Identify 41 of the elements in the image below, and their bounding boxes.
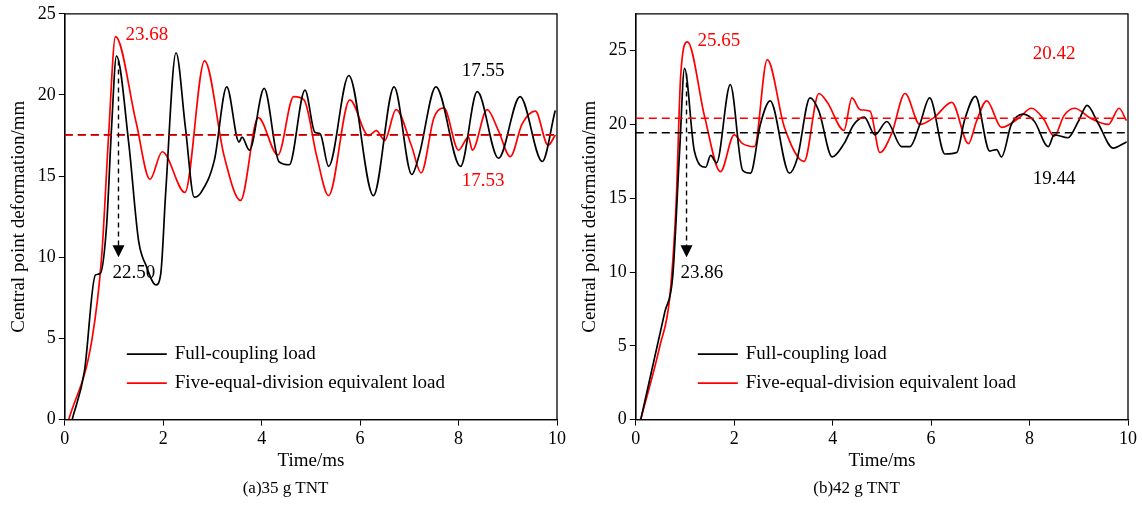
ref-line-label: 20.42	[1032, 42, 1076, 64]
x-axis-title: Time/ms	[277, 448, 345, 470]
text: (b)42 g TNT	[812, 478, 901, 498]
ref-line-label: 19.44	[1032, 166, 1077, 188]
y-tick-label: 10	[37, 246, 56, 267]
x-tick-label: 2	[729, 428, 739, 449]
legend-label: Five-equal-division equivalent load	[745, 371, 1017, 393]
x-axis-title: Time/ms	[848, 448, 916, 470]
x-tick-label: 8	[454, 428, 464, 449]
y-tick-label: 5	[46, 327, 56, 348]
y-axis-title: Central point deformation/mm	[578, 100, 600, 333]
x-tick-label: 6	[355, 428, 365, 449]
y-tick-label: 0	[46, 408, 56, 429]
ref-line-label: 17.55	[461, 58, 505, 80]
ref-line-label: 17.53	[461, 169, 505, 191]
legend-label: Five-equal-division equivalent load	[174, 371, 446, 393]
x-tick-label: 0	[631, 428, 641, 449]
x-tick-label: 4	[828, 428, 838, 449]
x-tick-label: 0	[60, 428, 70, 449]
y-tick-label: 25	[37, 2, 56, 23]
legend-label: Full-coupling load	[745, 342, 888, 364]
annotation: 25.65	[697, 29, 741, 51]
annotation: 23.86	[680, 260, 724, 282]
x-tick-label: 8	[1025, 428, 1035, 449]
y-tick-label: 10	[608, 260, 627, 281]
x-tick-label: 4	[257, 428, 267, 449]
y-tick-label: 5	[617, 334, 627, 355]
x-tick-label: 6	[926, 428, 936, 449]
y-axis-title: Central point deformation/mm	[7, 100, 29, 333]
x-tick-label: 10	[548, 428, 566, 449]
annotation: 23.68	[125, 23, 169, 45]
y-tick-label: 0	[617, 408, 627, 429]
x-tick-label: 2	[158, 428, 168, 449]
x-tick-label: 10	[1119, 428, 1137, 449]
legend-label: Full-coupling load	[174, 342, 317, 364]
y-tick-label: 25	[608, 39, 627, 60]
y-tick-label: 20	[37, 83, 56, 104]
y-tick-label: 15	[608, 186, 627, 207]
y-tick-label: 20	[608, 113, 627, 134]
text: (a)35 g TNT	[241, 478, 330, 498]
y-tick-label: 15	[37, 164, 56, 185]
